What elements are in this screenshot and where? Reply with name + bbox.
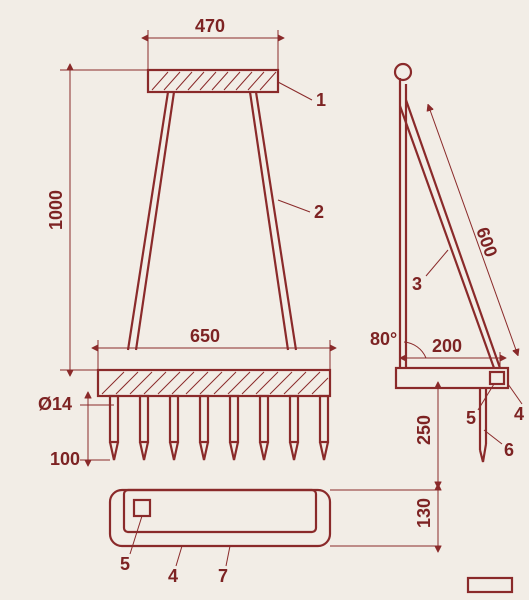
callout-4a: 4 xyxy=(514,404,524,424)
callout-6: 6 xyxy=(504,440,514,460)
corner-box xyxy=(468,578,512,592)
callout-3: 3 xyxy=(412,274,422,294)
dim-600: 600 xyxy=(472,225,501,260)
side-knob xyxy=(395,64,411,80)
callout-5b: 5 xyxy=(120,554,130,574)
dim-200: 200 xyxy=(432,336,462,356)
callout-2: 2 xyxy=(314,202,324,222)
tines xyxy=(110,396,328,460)
top-bar-hatch xyxy=(152,72,276,90)
dim-650: 650 xyxy=(190,326,220,346)
dim-1000: 1000 xyxy=(46,190,66,230)
callout-4b: 4 xyxy=(168,566,178,586)
dim-100: 100 xyxy=(50,449,80,469)
dim-80deg: 80° xyxy=(370,329,397,349)
dim-250: 250 xyxy=(414,415,434,445)
shafts xyxy=(128,92,296,350)
lower-beam-hatch xyxy=(102,372,328,394)
dim-470: 470 xyxy=(195,16,225,36)
callout-7: 7 xyxy=(218,566,228,586)
callout-1: 1 xyxy=(316,90,326,110)
dim-130: 130 xyxy=(414,498,434,528)
callout-5a: 5 xyxy=(466,408,476,428)
bottom-frame xyxy=(110,490,330,546)
side-block xyxy=(490,372,504,384)
dim-dia14: Ø14 xyxy=(38,394,72,414)
